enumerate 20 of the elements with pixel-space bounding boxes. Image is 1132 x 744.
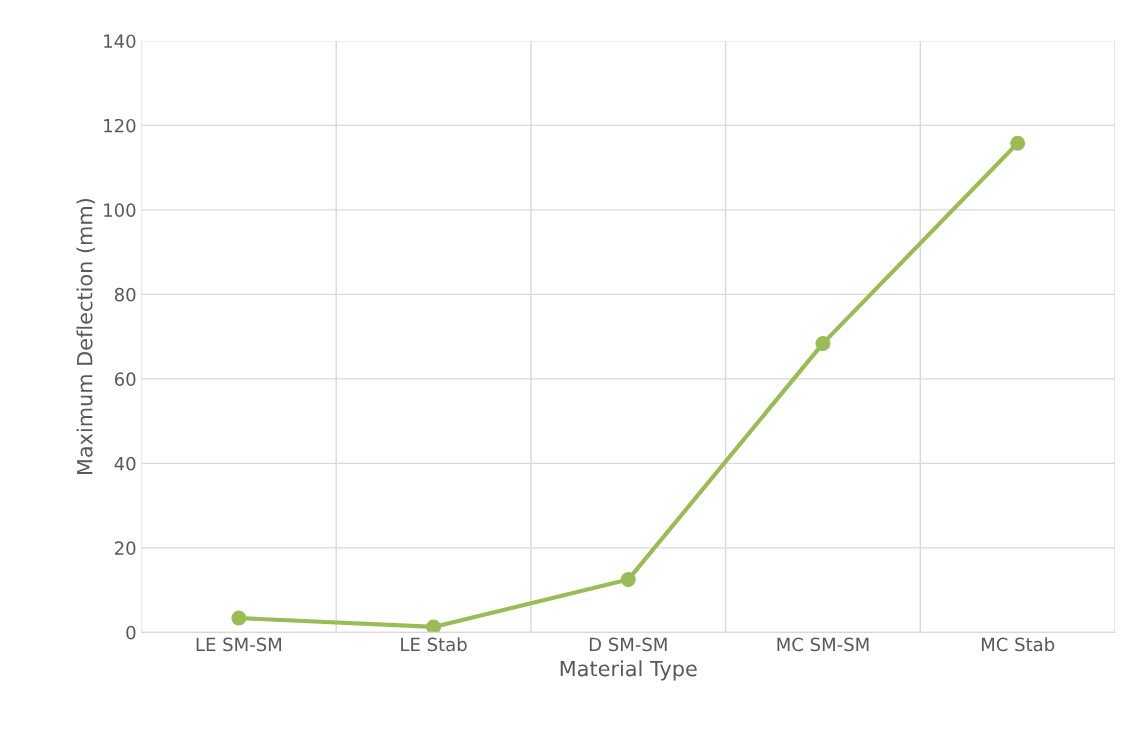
x-tick-label: LE Stab — [401, 637, 467, 652]
y-tick-label: 140 — [104, 34, 136, 49]
point — [231, 610, 247, 626]
y-tick-label: 100 — [104, 203, 136, 218]
y-axis-title: Maximum Deflection (mm) — [76, 199, 96, 475]
x-tick-label: MC SM-SM — [777, 637, 869, 652]
x-axis-title: Material Type — [560, 660, 697, 681]
y-tick-label: 40 — [114, 456, 136, 471]
y-tick-label: 80 — [114, 287, 136, 302]
y-tick-label: 20 — [114, 541, 136, 556]
y-tick-label: 0 — [126, 625, 136, 640]
point — [1010, 135, 1026, 151]
point — [620, 572, 636, 588]
x-tick-label: D SM-SM — [589, 637, 667, 652]
x-tick-label: MC Stab — [981, 637, 1055, 652]
point — [426, 619, 442, 633]
point — [815, 335, 831, 351]
y-tick-label: 120 — [104, 118, 136, 133]
x-tick-label: LE SM-SM — [196, 637, 281, 652]
y-tick-label: 60 — [114, 372, 136, 387]
